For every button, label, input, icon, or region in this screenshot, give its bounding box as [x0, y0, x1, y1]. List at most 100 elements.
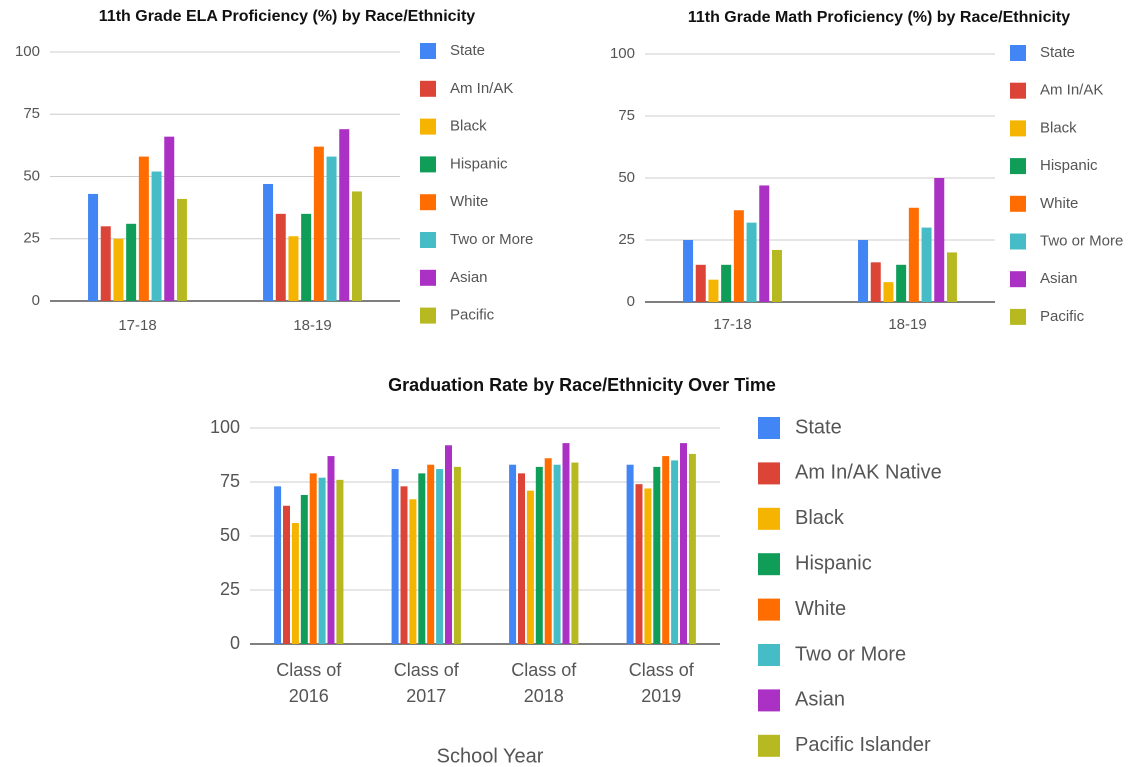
legend-label: Hispanic [795, 552, 872, 574]
legend-label: State [795, 416, 842, 438]
bar [708, 279, 719, 302]
legend-swatch [758, 644, 780, 666]
bar [733, 210, 744, 302]
y-tick-label: 25 [618, 231, 635, 248]
legend-label: Two or More [1040, 232, 1123, 249]
y-tick-label: 50 [220, 525, 240, 545]
legend-label: State [1040, 44, 1075, 61]
bar [351, 191, 362, 301]
y-tick-label: 75 [220, 471, 240, 491]
x-tick-label-box: Class of 2017 [393, 660, 459, 706]
y-tick-label: 75 [618, 107, 635, 124]
bar [453, 466, 461, 644]
legend-label: Pacific [1040, 308, 1085, 325]
x-tick-label-box: Class of 2016 [276, 660, 342, 706]
bar [301, 213, 312, 301]
x-tick-label: Class of 2019 [628, 660, 694, 706]
bar [883, 282, 894, 302]
legend-label: Am In/AK [450, 80, 513, 97]
bar [126, 223, 137, 301]
bar [151, 171, 162, 301]
bar [688, 453, 696, 644]
bar [409, 499, 417, 644]
legend-swatch [1010, 271, 1026, 288]
bar [100, 226, 111, 301]
bar [88, 193, 99, 301]
legend-swatch [420, 118, 436, 135]
bar [400, 486, 408, 644]
bar [644, 488, 652, 644]
legend-swatch [1010, 120, 1026, 137]
legend-swatch [758, 598, 780, 621]
y-tick-label: 25 [220, 579, 240, 599]
bar [518, 473, 525, 644]
x-tick-label: 18-19 [888, 316, 926, 333]
bar [275, 213, 286, 301]
bar [288, 236, 299, 301]
legend-label: Am In/AK Native [795, 462, 942, 484]
bar [391, 469, 399, 644]
x-tick-label: Class of 2016 [276, 660, 342, 706]
bar [695, 264, 706, 302]
y-tick-label: 100 [15, 43, 40, 60]
bar [326, 156, 337, 301]
legend-swatch [1010, 195, 1026, 212]
legend-label: Two or More [450, 231, 533, 248]
legend-swatch [1010, 82, 1026, 99]
bar [771, 249, 782, 302]
x-tick-label: 17-18 [118, 317, 156, 334]
bar [283, 505, 290, 644]
legend-label: Pacific Islander [795, 734, 931, 756]
legend-label: State [450, 42, 485, 59]
legend-label: Hispanic [1040, 157, 1098, 174]
legend-label: Asian [1040, 270, 1078, 287]
legend-swatch [758, 734, 780, 757]
legend-swatch [1010, 158, 1026, 175]
bar [427, 464, 435, 644]
legend-label: Black [795, 507, 845, 529]
bar [680, 443, 687, 644]
bar [671, 460, 679, 644]
x-tick-label-box: Class of 2019 [628, 660, 694, 706]
bar [946, 252, 957, 302]
x-tick-label: 17-18 [713, 316, 751, 333]
x-tick-label: Class of 2017 [393, 660, 459, 706]
legend-swatch [758, 462, 780, 485]
bar [509, 464, 517, 644]
bar [870, 262, 881, 302]
bar [445, 445, 452, 644]
legend-swatch [420, 156, 436, 173]
y-tick-label: 50 [23, 167, 40, 184]
bar [535, 466, 543, 644]
chart-title: Graduation Rate by Race/Ethnicity Over T… [388, 375, 776, 395]
legend-swatch [420, 80, 436, 97]
x-tick-label-box: Class of 2018 [511, 660, 576, 706]
legend-label: Asian [450, 269, 488, 286]
y-tick-label: 0 [230, 633, 240, 653]
bar [635, 484, 643, 644]
bar [313, 146, 324, 301]
legend-label: White [795, 598, 846, 620]
bar [896, 264, 907, 302]
legend-label: White [450, 193, 488, 210]
y-tick-label: 25 [23, 230, 40, 247]
legend-label: Black [450, 118, 487, 135]
bar [921, 227, 932, 302]
bar [746, 222, 757, 302]
legend-swatch [420, 43, 436, 59]
x-axis-label: School Year [437, 745, 544, 767]
legend-swatch [420, 307, 436, 324]
legend-swatch [758, 689, 780, 712]
legend-swatch [758, 417, 780, 439]
bar [274, 486, 282, 644]
legend-swatch [1010, 45, 1026, 61]
bar [662, 456, 670, 644]
legend-label: Am In/AK [1040, 82, 1103, 99]
bar [683, 240, 694, 302]
y-tick-label: 100 [210, 417, 240, 437]
bar [562, 443, 570, 644]
bar [309, 473, 317, 644]
bar [113, 238, 124, 301]
bar [571, 462, 579, 644]
y-tick-label: 50 [618, 169, 635, 186]
